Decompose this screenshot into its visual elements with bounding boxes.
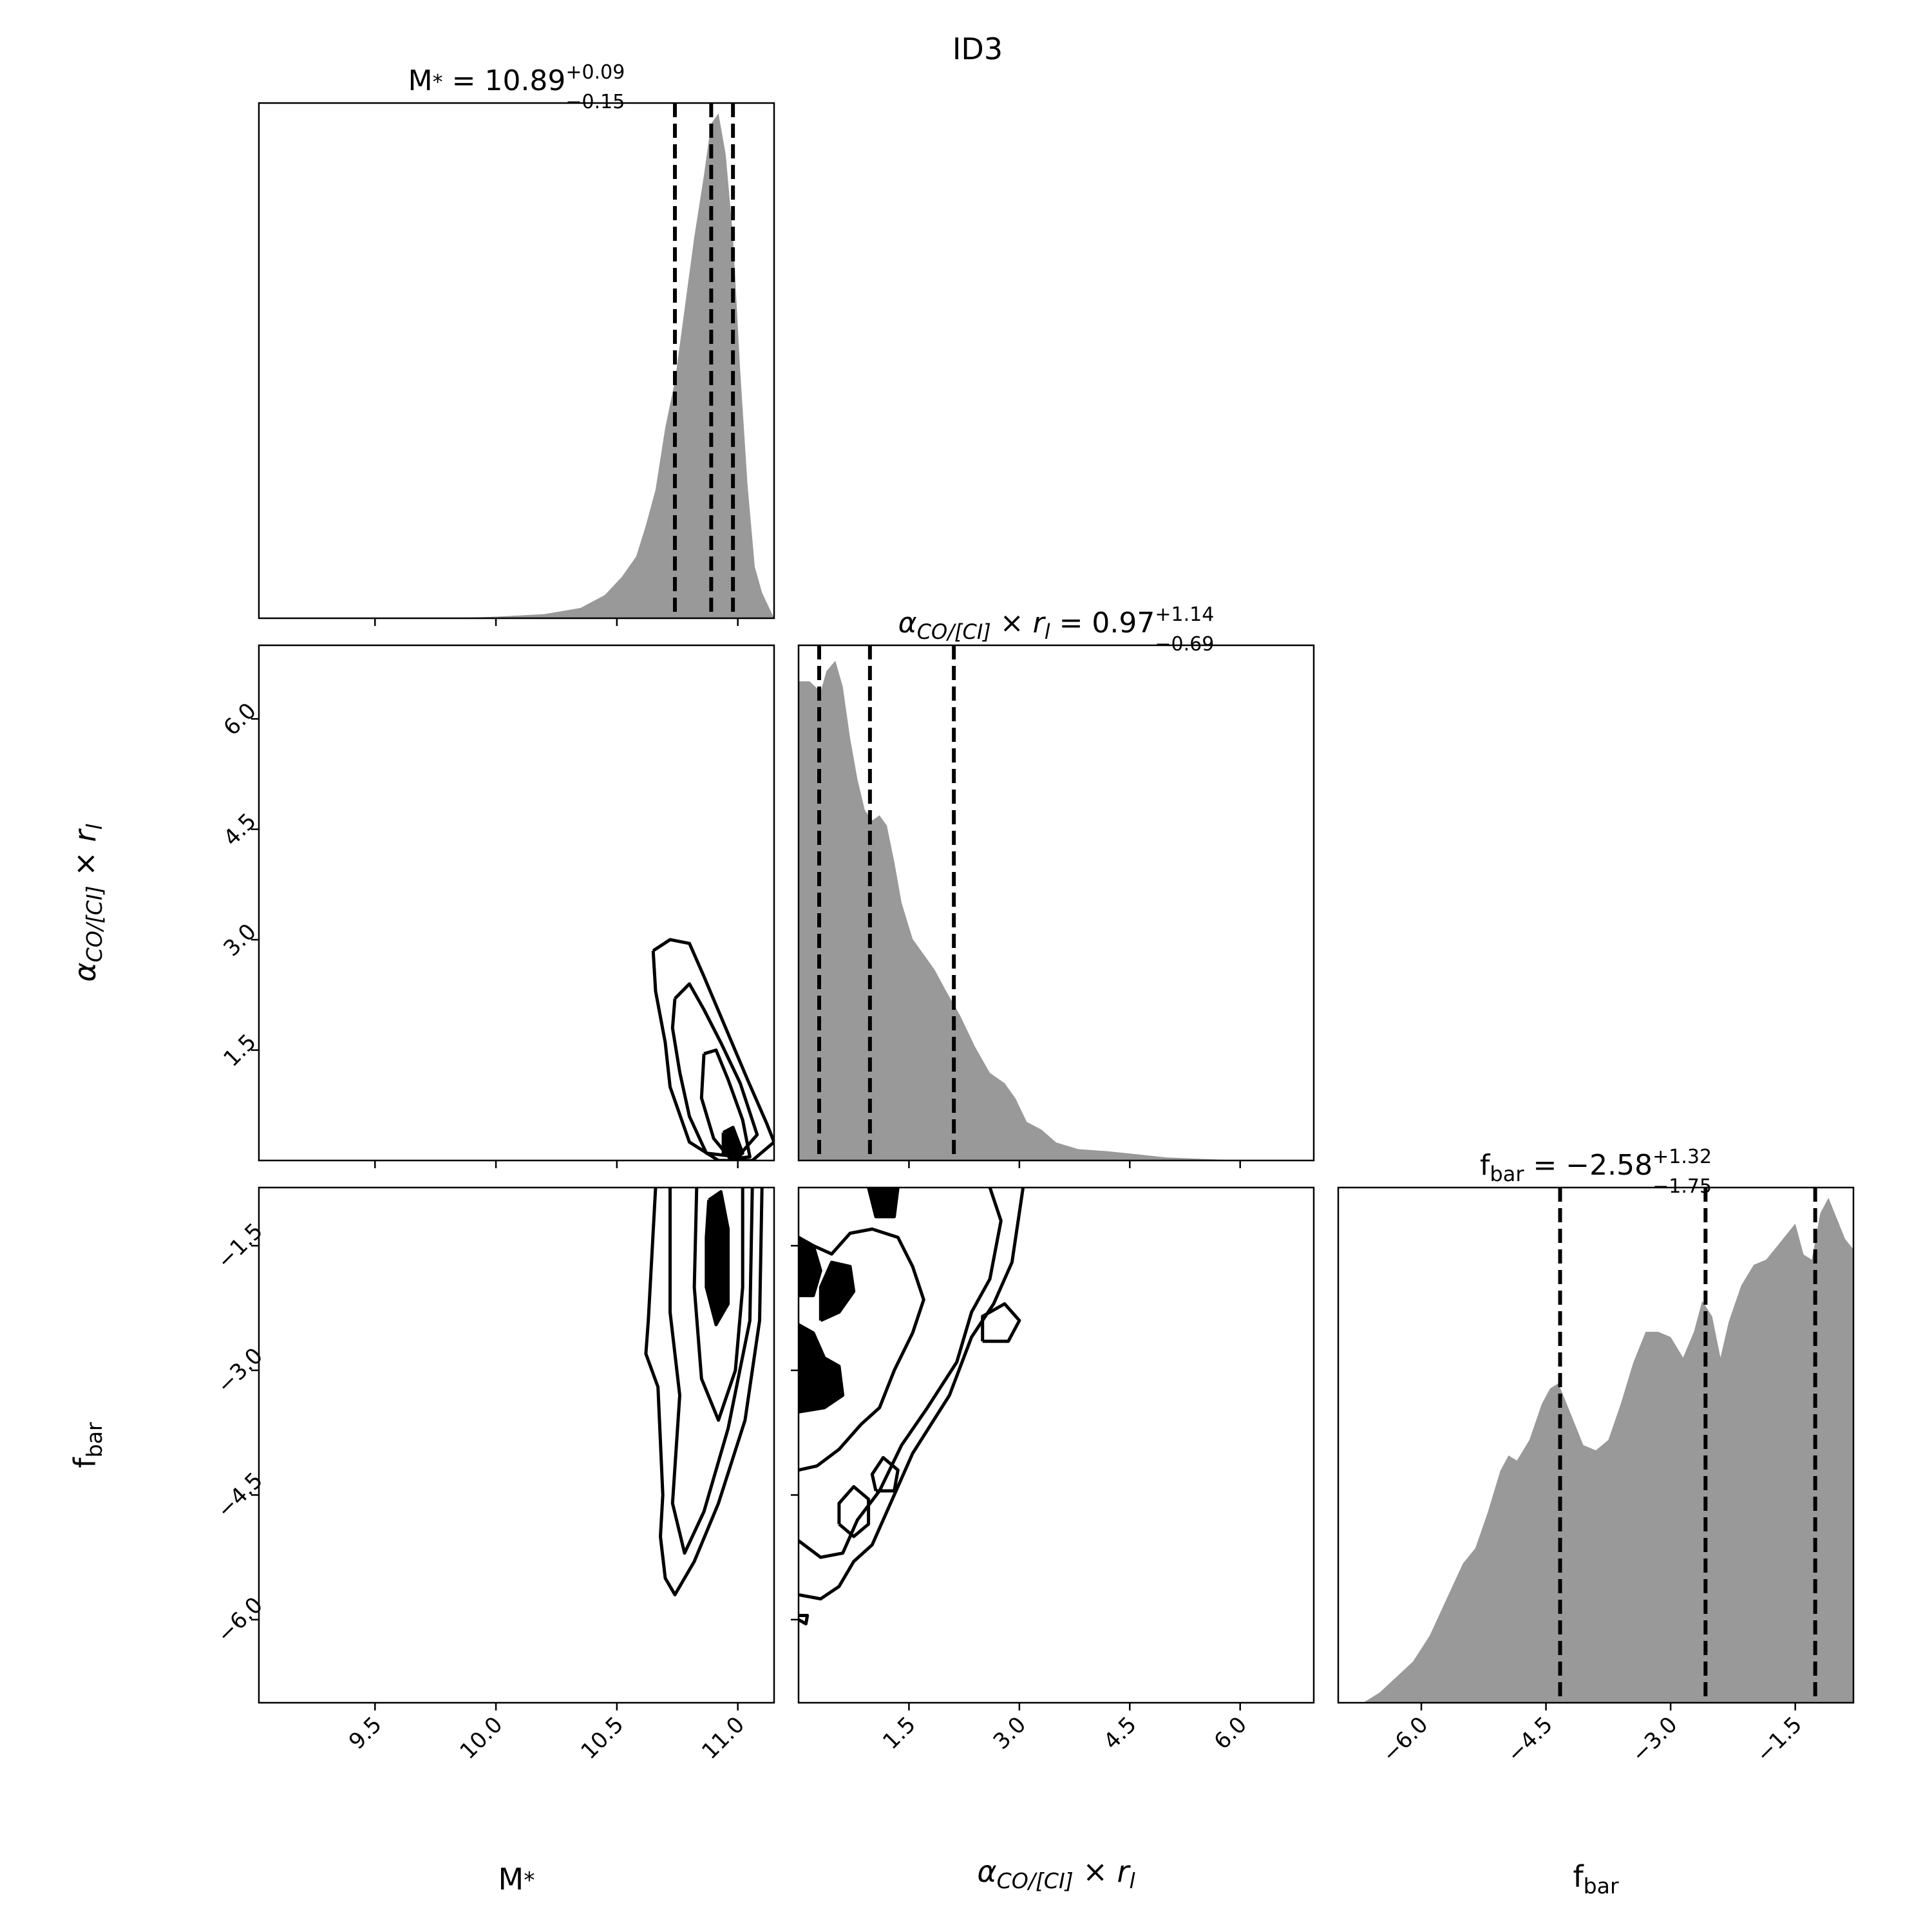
contour-level-1 — [799, 1188, 1025, 1601]
panel-title-minus: −0.15 — [565, 91, 625, 113]
contour-level-9 — [870, 1455, 900, 1493]
x-tick-label: 3.0 — [989, 1712, 1032, 1755]
x-tick-label: −6.0 — [1378, 1712, 1434, 1768]
ylabel-alpha: αCO/[CI] × rl — [68, 824, 107, 982]
contour-group — [651, 938, 774, 1160]
panel-frame — [258, 102, 775, 620]
panel-frame — [797, 644, 1315, 1162]
figure-title: ID3 — [952, 32, 1003, 66]
contour-level-4 — [721, 1126, 744, 1160]
y-tick-label: 3.0 — [218, 919, 261, 962]
contour-level-3 — [692, 1188, 744, 1422]
contour-level-7 — [867, 1188, 900, 1218]
x-tick-label: 6.0 — [1209, 1712, 1253, 1755]
hist-alpha-panel: αCO/[CI] × rl = 0.97+1.14−0.69 — [797, 603, 1315, 1168]
contour-level-4 — [799, 1323, 845, 1414]
contour-level-3 — [799, 1227, 925, 1472]
contour-level-3 — [699, 1048, 752, 1160]
2d-alpha-fbar-panel: 1.5 3.0 4.5 6.0 — [791, 1186, 1315, 1755]
contour-level-11 — [799, 1614, 810, 1625]
contour-group — [799, 1188, 1025, 1625]
panel-frame — [258, 644, 775, 1162]
panel-frame — [1337, 1186, 1855, 1704]
contour-group — [644, 1188, 764, 1596]
y-tick-label: 1.5 — [218, 1029, 261, 1072]
contour-level-10 — [981, 1302, 1021, 1343]
contour-level-5 — [799, 1236, 822, 1298]
hist-mstar-panel: M* = 10.89+0.09−0.15 — [258, 61, 775, 626]
xlabel-fbar: fbar — [1573, 1859, 1619, 1899]
panel-title-minus: −0.69 — [1155, 633, 1214, 656]
x-tick-label: 4.5 — [1099, 1712, 1142, 1755]
ylabel-fbar: fbar — [68, 1422, 107, 1468]
2d-mstar-alpha-panel: 1.5 3.0 4.5 6.0 — [218, 644, 775, 1168]
histogram-fill — [799, 661, 1314, 1160]
outer-axis-labels: M* αCO/[CI] × rl fbar αCO/[CI] × rl fbar — [68, 824, 1619, 1899]
x-tick-label: −3.0 — [1627, 1712, 1683, 1768]
contour-level-1 — [644, 1188, 764, 1596]
xlabel-mstar: M* — [498, 1862, 535, 1897]
x-tick-label: 1.5 — [878, 1712, 921, 1755]
contour-level-1 — [651, 938, 774, 1160]
contour-level-2 — [668, 1188, 754, 1555]
contour-level-4 — [705, 1190, 730, 1327]
x-tick-label: 11.0 — [697, 1712, 750, 1765]
panel-title-minus: −1.75 — [1653, 1175, 1712, 1198]
panel-frame — [258, 1186, 775, 1704]
xlabel-alpha: αCO/[CI] × rl — [977, 1854, 1135, 1893]
panel-title: fbar = −2.58+1.32 — [1480, 1146, 1712, 1186]
x-tick-label: −1.5 — [1751, 1712, 1807, 1768]
contour-level-8 — [837, 1485, 871, 1539]
contour-level-6 — [819, 1260, 856, 1322]
x-tick-label: 9.5 — [344, 1712, 387, 1755]
x-tick-label: 10.5 — [576, 1712, 629, 1765]
y-tick-label: 4.5 — [218, 808, 261, 851]
panel-frame — [797, 1186, 1315, 1704]
x-tick-label: 10.0 — [455, 1712, 508, 1765]
contour-level-2 — [799, 1188, 1003, 1559]
histogram-fill — [1338, 1198, 1853, 1703]
y-tick-label: 6.0 — [218, 698, 261, 741]
histogram-fill — [259, 113, 774, 618]
hist-fbar-panel: fbar = −2.58+1.32−1.75 −6.0 −4.5 −3.0 −1.5 — [1337, 1146, 1855, 1768]
panel-title: αCO/[CI] × rl = 0.97+1.14 — [898, 603, 1215, 644]
2d-mstar-fbar-panel: 9.5 10.0 10.5 11.0−1.5−3.0−4.5−6.0 — [212, 1186, 775, 1765]
x-tick-label: −4.5 — [1502, 1712, 1558, 1768]
panel-title: M* = 10.89+0.09 — [408, 61, 625, 97]
